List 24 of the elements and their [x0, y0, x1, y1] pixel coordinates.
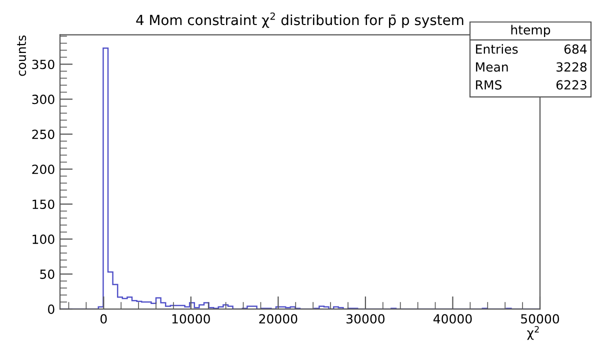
- y-tick-label: 0: [48, 304, 54, 314]
- y-tick-label: 150: [32, 200, 54, 210]
- annotation: htemp: [511, 24, 550, 37]
- y-tick-label: 200: [32, 164, 54, 174]
- x-axis-title: χ$^{2}$: [527, 326, 539, 340]
- text: 6223: [556, 80, 586, 90]
- y-tick-label: 300: [32, 94, 54, 104]
- y-tick-label: 100: [32, 234, 54, 244]
- annotation: Entries: [476, 44, 518, 54]
- x-tick-label: 50000: [521, 314, 560, 324]
- text: 684: [564, 44, 587, 54]
- x-tick-label: 0: [100, 314, 107, 324]
- x-tick-label: 20000: [259, 314, 298, 324]
- y-tick-label: 50: [40, 270, 54, 279]
- y-tick-label: 350: [32, 60, 54, 70]
- annotation: Mean: [476, 62, 508, 72]
- x-tick-label: 40000: [433, 314, 472, 324]
- y-axis-title: counts: [17, 35, 26, 76]
- x-tick-label: 30000: [346, 314, 385, 324]
- annotation: RMS: [476, 80, 502, 90]
- x-tick-label: 10000: [172, 314, 210, 324]
- chart-title: 4 Mom constraint χ$^{2}$ distribution for p̄ p system: [136, 12, 464, 28]
- y-tick-label: 250: [32, 130, 54, 140]
- text: 3228: [556, 62, 587, 72]
